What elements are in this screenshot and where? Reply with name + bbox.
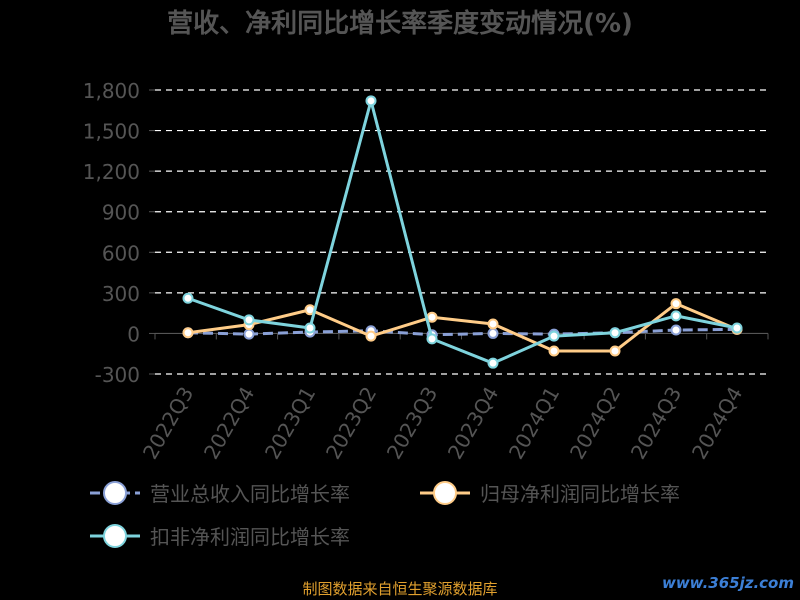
x-tick-label: 2023Q2 <box>321 383 381 464</box>
series-line <box>187 327 738 337</box>
data-point <box>609 345 621 357</box>
y-tick-label: -300 <box>95 363 140 387</box>
data-point <box>548 330 560 342</box>
data-point <box>243 314 255 326</box>
y-tick-label: 0 <box>127 322 140 346</box>
y-tick-label: 300 <box>102 282 140 306</box>
legend-marker <box>103 481 127 505</box>
y-tick-label: 1,800 <box>83 79 140 103</box>
data-point <box>548 345 560 357</box>
y-tick-label: 600 <box>102 241 140 265</box>
x-tick-label: 2024Q4 <box>687 383 747 464</box>
legend-item[interactable]: 营业总收入同比增长率 <box>90 481 350 506</box>
watermark: www.365jz.com <box>661 574 794 592</box>
y-tick-label: 900 <box>102 201 140 225</box>
grid-lines <box>155 89 768 375</box>
legend-label: 扣非净利润同比增长率 <box>150 525 350 549</box>
data-point <box>365 95 377 107</box>
x-tick-label: 2022Q4 <box>199 383 259 464</box>
legend-marker <box>433 481 457 505</box>
legend-marker <box>103 524 127 548</box>
data-point <box>304 322 316 334</box>
series-line <box>187 302 738 353</box>
data-point <box>182 327 194 339</box>
axes: -300 0 300 600 900 1,200 1,500 1,800 2022Q3 2022Q… <box>83 79 769 464</box>
y-tick-label: 1,200 <box>83 160 140 184</box>
data-point <box>487 357 499 369</box>
data-point <box>182 292 194 304</box>
legend-item[interactable]: 归母净利润同比增长率 <box>420 481 680 506</box>
legend-label: 归母净利润同比增长率 <box>480 482 680 506</box>
series-line <box>187 99 738 365</box>
chart-title: 营收、净利同比增长率季度变动情况(%) <box>167 8 633 39</box>
x-tick-label: 2024Q2 <box>565 383 625 464</box>
data-point <box>487 327 499 339</box>
y-tick-label: 1,500 <box>83 120 140 144</box>
data-point <box>426 333 438 345</box>
data-point <box>487 318 499 330</box>
legend-label: 营业总收入同比增长率 <box>150 482 350 506</box>
legend-item[interactable]: 扣非净利润同比增长率 <box>90 524 350 549</box>
data-source-note: 制图数据来自恒生聚源数据库 <box>302 580 498 598</box>
data-point <box>243 328 255 340</box>
x-tick-label: 2023Q4 <box>443 383 503 464</box>
data-point <box>670 310 682 322</box>
data-point <box>731 322 743 334</box>
data-point <box>609 327 621 339</box>
x-tick-label: 2024Q3 <box>626 383 686 464</box>
data-point <box>426 311 438 323</box>
x-tick-label: 2024Q1 <box>504 383 564 464</box>
x-tick-label: 2023Q1 <box>260 383 320 464</box>
data-point <box>365 330 377 342</box>
data-point <box>670 298 682 310</box>
x-tick-label: 2023Q3 <box>382 383 442 464</box>
x-tick-label: 2022Q3 <box>138 383 198 464</box>
data-point <box>670 324 682 336</box>
series-lines <box>182 95 743 369</box>
